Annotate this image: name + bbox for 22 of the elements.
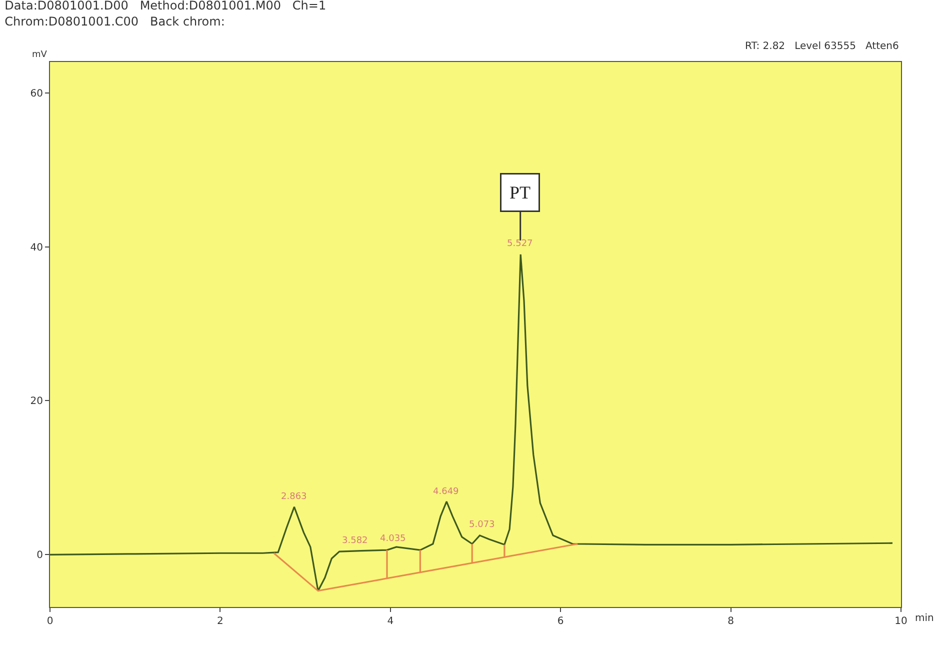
- annotation: 5.527: [507, 239, 533, 249]
- x-tick-label: 4: [387, 616, 394, 627]
- x-tick-label: 0: [46, 616, 54, 627]
- x-tick-label: 6: [557, 616, 564, 627]
- y-axis-title: mV: [32, 50, 48, 60]
- y-tick-label: 20: [30, 396, 43, 408]
- x-tick-label: 2: [217, 616, 224, 627]
- annotation: PT: [510, 182, 531, 202]
- x-axis-title: min: [915, 613, 934, 624]
- annotation: 4.035: [380, 534, 406, 544]
- y-tick-label: 0: [36, 550, 43, 562]
- y-tick-label: 40: [30, 242, 43, 254]
- y-tick-label: 60: [30, 88, 43, 100]
- chart-title: Data:D0801001.D00 Method:D0801001.M00 Ch=1: [4, 0, 326, 13]
- x-tick-label: 8: [728, 616, 734, 627]
- annotation: 2.863: [281, 492, 307, 502]
- annotation: 5.073: [469, 520, 495, 530]
- x-tick-label: 10: [894, 616, 908, 627]
- chart-subtitle: Chrom:D0801001.C00 Back chrom:: [4, 14, 225, 28]
- text: RT: 2.82 Level 63555 Atten6: [745, 41, 899, 52]
- annotation: 3.582: [342, 536, 368, 546]
- annotation: 4.649: [433, 487, 460, 497]
